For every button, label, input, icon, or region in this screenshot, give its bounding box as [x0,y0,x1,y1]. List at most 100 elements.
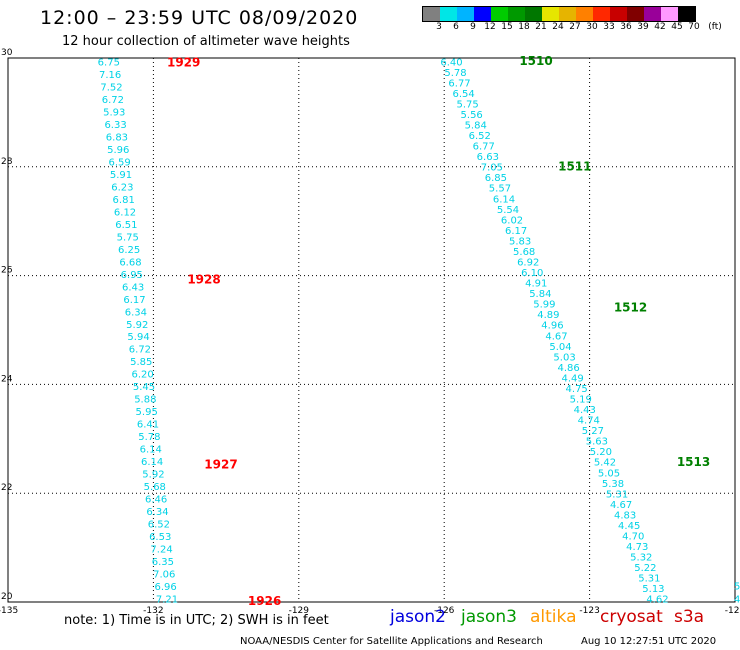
swh-value-label: 6.83 [106,132,128,143]
map-frame [7,57,736,603]
swh-value-label: 5.99 [533,300,555,311]
color-scale-label: 30 [586,22,598,32]
legend-jason2: jason2 [390,607,446,627]
swh-value-label: 6.72 [129,345,151,356]
x-tick-label: -126 [434,606,455,616]
y-tick-label: 24 [1,374,13,384]
swh-value-label: 4.73 [626,542,648,553]
swh-value-label: 5.94 [127,332,149,343]
swh-value-label: 6.81 [113,195,135,206]
pass-number-label: 1512 [614,301,647,315]
swh-value-label: 5.75 [456,99,478,110]
swh-value-label: 4.89 [537,310,559,321]
swh-value-label: 4.70 [622,532,644,543]
color-scale-label: 24 [552,22,564,32]
swh-value-label: 5.13 [642,584,664,595]
swh-value-label: 6.53 [149,532,171,543]
swh-value-label: 6.92 [517,257,539,268]
pass-number-label: 1926 [248,594,281,608]
swh-value-label: 6.20 [131,370,153,381]
swh-value-label: 6.52 [469,131,491,142]
swh-value-label: 6.34 [125,307,147,318]
swh-value-label: 4.86 [557,363,579,374]
swh-value-label: 5.75 [117,232,139,243]
swh-value-label: 6.52 [148,520,170,531]
swh-value-label: 6.51 [115,220,137,231]
color-scale-label: 45 [671,22,683,32]
x-tick-label: -129 [289,606,310,616]
wave-height-tracks: 6.757.167.526.725.936.336.835.966.595.91… [98,57,740,605]
pass-number-label: 1510 [519,54,552,68]
color-swatch-5 [508,7,525,21]
color-swatch-4 [491,7,508,21]
swh-value-label: 5.04 [549,342,571,353]
color-scale-label: 33 [603,22,615,32]
swh-value-label: 6.14 [493,194,515,205]
color-swatch-11 [610,7,627,21]
color-scale-label: 18 [518,22,530,32]
color-scale-labels: 3 6 9 12 15 18 21 24 27 30 33 36 39 42 45 70 (ft) [422,22,740,34]
swh-value-label: 4.75 [566,384,588,395]
swh-value-label: 5.78 [444,68,466,79]
x-tick-label: -123 [579,606,599,616]
color-scale-label: 70 [688,22,700,32]
swh-value-label: 5.88 [134,395,156,406]
swh-value-label: 4.91 [525,279,547,290]
swh-value-label: 4.67 [545,331,567,342]
legend-jason3: jason3 [461,607,517,627]
color-swatch-13 [644,7,661,21]
swh-value-label: 5.20 [590,447,612,458]
color-swatch-10 [593,7,610,21]
color-swatch-12 [627,7,644,21]
swh-value-label: 5.27 [582,426,604,437]
swh-value-label: 4.45 [618,521,640,532]
color-swatch-9 [576,7,593,21]
pass-labels: 1929 1928 1927 1926 1510 1511 1512 1513 [167,54,710,608]
swh-value-label: 6.43 [122,282,144,293]
swh-value-label: 7.06 [153,570,175,581]
pass-number-label: 1929 [167,55,200,69]
swh-value-label: 4.83 [614,510,636,521]
x-tick-label: -120 [725,606,740,616]
color-scale-label: 42 [654,22,666,32]
swh-value-label: 6.41 [137,420,159,431]
swh-value-label: 5.84 [529,289,551,300]
swh-value-label: 5.96 [107,145,129,156]
swh-value-label: 4.49 [562,373,584,384]
swh-value-label: 5.57 [489,184,511,195]
y-tick-label: 22 [1,483,12,493]
swh-value-label: 5.56 [461,110,483,121]
credit-line: NOAA/NESDIS Center for Satellite Applica… [240,636,543,647]
swh-value-label: 5.63 [586,437,608,448]
legend-altika: altika [530,607,577,627]
swh-value-label: 6.77 [448,78,470,89]
color-swatch-14 [661,7,678,21]
swh-value-label: 5.38 [602,479,624,490]
swh-value-label: 7.21 [156,595,178,606]
swh-value-label: 5.78 [138,432,160,443]
color-scale-label: 12 [484,22,496,32]
grid-lines [7,57,736,603]
swh-value-label: 6.77 [473,142,495,153]
swh-value-label: 6.63 [477,152,499,163]
color-scale-label: 15 [501,22,513,32]
swh-value-label: 5 [734,582,740,593]
swh-value-label: 4.74 [578,416,600,427]
swh-value-label: 6.14 [140,445,162,456]
swh-value-label: 6.02 [501,215,523,226]
swh-value-label: 5.85 [130,357,152,368]
swh-value-label: 5.45 [133,382,155,393]
page-subtitle: 12 hour collection of altimeter wave hei… [62,34,350,49]
swh-value-label: 6.68 [119,257,141,268]
y-tick-label: 30 [1,48,13,58]
color-swatch-0 [423,7,440,21]
color-swatch-1 [440,7,457,21]
swh-value-label: 4.62 [646,595,668,606]
swh-value-label: 4.67 [610,500,632,511]
swh-value-label: 5.54 [497,205,519,216]
swh-value-label: 5.84 [465,120,487,131]
color-swatch-15 [678,7,695,21]
units-note: note: 1) Time is in UTC; 2) SWH is in fe… [64,613,329,628]
legend-s3a: s3a [674,607,705,627]
swh-value-label: 6.34 [146,507,168,518]
